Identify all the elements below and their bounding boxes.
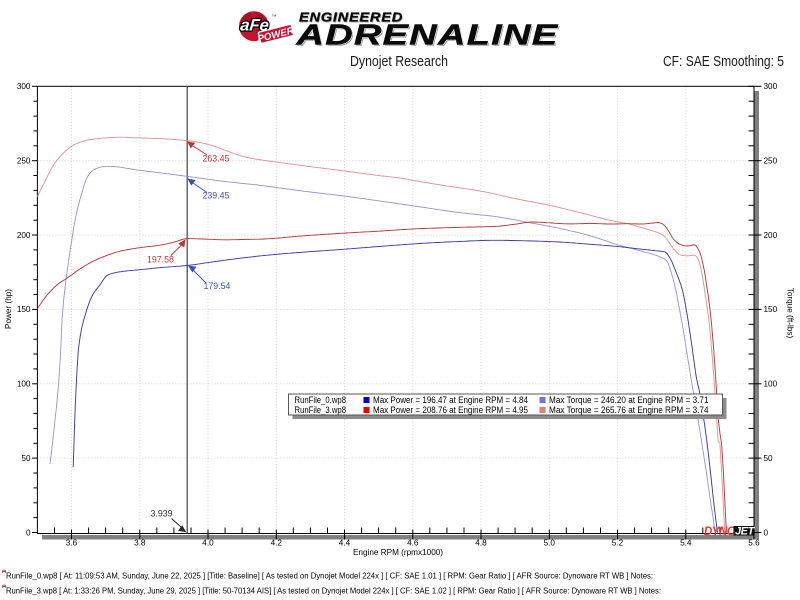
svg-text:Max Power = 208.76 at Engine R: Max Power = 208.76 at Engine RPM = 4.95 xyxy=(373,405,528,415)
svg-text:197.58: 197.58 xyxy=(147,255,174,265)
svg-text:ADRENALINE: ADRENALINE xyxy=(295,20,558,52)
svg-text:200: 200 xyxy=(764,231,778,240)
svg-text:ADRENALINE: ADRENALINE xyxy=(295,20,558,52)
svg-text:RunFile_3.wp8 [ At: 1:33:26 PM: RunFile_3.wp8 [ At: 1:33:26 PM, Sunday, … xyxy=(6,587,661,596)
svg-text:5.2: 5.2 xyxy=(612,539,624,548)
svg-text:DYNO: DYNO xyxy=(704,526,736,538)
svg-text:3.6: 3.6 xyxy=(66,539,78,548)
svg-text:239.45: 239.45 xyxy=(203,191,230,201)
svg-text:CF: SAE Smoothing: 5: CF: SAE Smoothing: 5 xyxy=(663,53,784,70)
svg-text:Max Torque = 246.20 at Engine: Max Torque = 246.20 at Engine RPM = 3.71 xyxy=(549,395,709,405)
svg-text:4.0: 4.0 xyxy=(202,539,214,548)
svg-text:ENGINEERED: ENGINEERED xyxy=(300,10,404,25)
svg-text:50: 50 xyxy=(764,454,774,463)
svg-text:Max Torque = 265.76 at Engine: Max Torque = 265.76 at Engine RPM = 3.74 xyxy=(549,405,709,415)
svg-text:4.2: 4.2 xyxy=(271,539,283,548)
svg-text:3.939: 3.939 xyxy=(151,509,173,519)
svg-text:300: 300 xyxy=(764,82,778,91)
svg-text:5.6: 5.6 xyxy=(748,539,760,548)
svg-text:5.0: 5.0 xyxy=(544,539,556,548)
svg-text:4.6: 4.6 xyxy=(407,539,419,548)
svg-text:RunFile_3.wp8: RunFile_3.wp8 xyxy=(295,405,347,415)
svg-text:250: 250 xyxy=(764,157,778,166)
svg-text:3.8: 3.8 xyxy=(134,539,146,548)
svg-text:0: 0 xyxy=(764,528,769,537)
svg-text:179.54: 179.54 xyxy=(204,281,231,291)
svg-text:Torque (ft-lbs): Torque (ft-lbs) xyxy=(786,288,795,339)
svg-text:Dynojet Research: Dynojet Research xyxy=(350,53,448,70)
svg-text:5.4: 5.4 xyxy=(680,539,692,548)
svg-text:300: 300 xyxy=(17,82,31,91)
svg-text:250: 250 xyxy=(17,157,31,166)
svg-text:4.4: 4.4 xyxy=(339,539,351,548)
svg-text:RunFile_0.wp8 [ At: 11:09:53 A: RunFile_0.wp8 [ At: 11:09:53 AM, Sunday,… xyxy=(6,572,653,581)
svg-text:263.45: 263.45 xyxy=(203,153,230,163)
svg-text:Max Power = 196.47 at Engine R: Max Power = 196.47 at Engine RPM = 4.84 xyxy=(373,395,528,405)
svg-text:50: 50 xyxy=(21,454,31,463)
svg-text:™: ™ xyxy=(272,14,277,20)
svg-text:150: 150 xyxy=(764,305,778,314)
svg-text:0: 0 xyxy=(26,528,31,537)
svg-text:200: 200 xyxy=(17,231,31,240)
svg-text:Engine RPM (rpmx1000): Engine RPM (rpmx1000) xyxy=(353,548,443,557)
svg-text:100: 100 xyxy=(17,380,31,389)
svg-text:ENGINEERED: ENGINEERED xyxy=(299,10,403,25)
svg-text:100: 100 xyxy=(764,380,778,389)
svg-text:ADRENALINE: ADRENALINE xyxy=(297,21,560,53)
svg-text:JET: JET xyxy=(735,526,755,538)
svg-text:4.8: 4.8 xyxy=(475,539,487,548)
svg-text:RunFile_0.wp8: RunFile_0.wp8 xyxy=(295,395,347,405)
svg-text:Power (hp): Power (hp) xyxy=(4,289,13,329)
svg-text:150: 150 xyxy=(17,305,31,314)
